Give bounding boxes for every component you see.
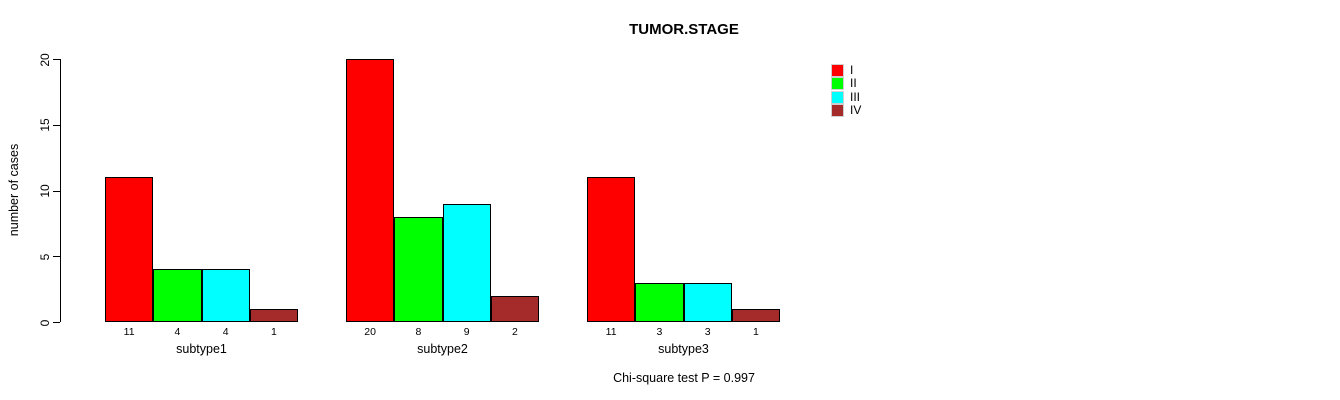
legend-swatch-icon — [831, 64, 844, 78]
legend-label: I — [850, 63, 854, 78]
y-tick-mark — [53, 256, 60, 258]
chart-title: TUMOR.STAGE — [629, 21, 739, 38]
bar-value-label: 3 — [704, 326, 711, 338]
bar-subtype3-stage-II — [635, 282, 684, 322]
y-tick-mark — [53, 59, 60, 60]
y-axis-title: number of cases — [7, 143, 21, 237]
category-label-subtype3: subtype3 — [658, 342, 709, 356]
y-tick-label: 15 — [38, 118, 52, 132]
legend-row-II: II — [831, 76, 861, 91]
legend-swatch-icon — [831, 77, 844, 91]
category-label-subtype1: subtype1 — [176, 342, 227, 356]
legend-label: III — [850, 89, 861, 104]
bar-value-label: 20 — [364, 326, 376, 338]
bar-subtype1-stage-III — [201, 269, 250, 322]
bar-subtype2-stage-IV — [490, 295, 539, 322]
bar-value-label: 11 — [123, 326, 135, 338]
bar-value-label: 8 — [415, 326, 422, 338]
y-axis-line — [60, 59, 61, 322]
bar-value-label: 1 — [270, 326, 277, 338]
bar-value-label: 3 — [656, 326, 663, 338]
bar-subtype3-stage-III — [683, 282, 732, 322]
bar-value-label: 4 — [174, 326, 181, 338]
y-tick-label: 0 — [38, 319, 52, 326]
bar-value-label: 11 — [605, 326, 617, 338]
legend-label: II — [850, 76, 857, 91]
legend-row-I: I — [831, 63, 861, 78]
category-label-subtype2: subtype2 — [417, 342, 468, 356]
y-tick-label: 10 — [38, 184, 52, 198]
bar-subtype1-stage-IV — [249, 308, 298, 322]
bar-value-label: 2 — [511, 326, 518, 338]
bar-subtype2-stage-III — [442, 203, 491, 322]
legend: I II III IV — [831, 63, 862, 118]
bar-subtype3-stage-I — [587, 177, 636, 322]
bar-value-label: 4 — [222, 326, 229, 338]
legend-row-IV: IV — [831, 103, 862, 118]
bar-subtype3-stage-IV — [731, 308, 780, 322]
y-tick-mark — [53, 322, 60, 323]
legend-swatch-icon — [831, 104, 844, 118]
bar-value-label: 1 — [752, 326, 759, 338]
bar-subtype2-stage-II — [394, 216, 443, 322]
bar-value-label: 9 — [463, 326, 470, 338]
y-tick-mark — [53, 124, 60, 126]
y-tick-label: 20 — [38, 52, 52, 67]
chi-square-annotation: Chi-square test P = 0.997 — [613, 371, 755, 385]
y-tick-label: 5 — [38, 253, 52, 261]
bar-subtype1-stage-II — [153, 269, 202, 322]
legend-row-III: III — [831, 89, 861, 104]
legend-label: IV — [850, 103, 862, 118]
y-tick-mark — [53, 190, 60, 192]
legend-swatch-icon — [831, 90, 844, 104]
bar-subtype1-stage-I — [105, 177, 154, 322]
bar-subtype2-stage-I — [346, 59, 395, 322]
